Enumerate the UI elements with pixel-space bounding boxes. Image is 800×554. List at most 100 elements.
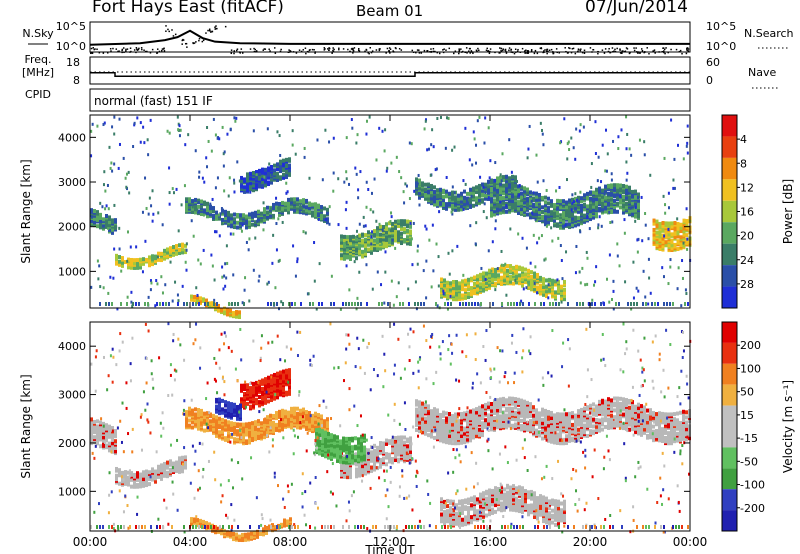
power-noise-echo — [540, 234, 543, 238]
nsky-point — [364, 50, 366, 53]
power-noise-echo — [410, 237, 413, 241]
nsky-point — [263, 48, 266, 50]
power-noise-echo — [536, 180, 539, 184]
power-noise-echo — [681, 259, 684, 263]
power-noise-echo — [664, 211, 667, 215]
power-echo-cell — [273, 163, 276, 168]
power-noise-echo — [609, 220, 612, 224]
cpid-frame — [89, 88, 691, 112]
velocity-echo-cell — [166, 470, 169, 475]
power-echo-cell — [565, 209, 568, 214]
power-noise-echo — [345, 264, 348, 268]
velocity-echo-cell — [224, 413, 227, 418]
power-noise-echo — [627, 191, 630, 195]
power-echo-cell — [535, 191, 538, 196]
power-noise-echo — [574, 271, 577, 275]
power-noise-echo — [147, 212, 150, 216]
velocity-echo-cell — [240, 388, 243, 393]
power-echo-cell — [526, 196, 529, 201]
power-noise-echo — [308, 176, 311, 180]
power-noise-echo — [648, 276, 651, 280]
power-echo-cell — [406, 219, 409, 224]
power-clutter-cell — [603, 302, 605, 306]
power-clutter-cell — [435, 302, 437, 306]
nsky-point — [592, 49, 595, 51]
power-echo-cell — [592, 201, 595, 206]
power-echo-cell — [524, 272, 527, 277]
power-clutter-cell — [423, 302, 425, 306]
power-noise-echo — [608, 210, 611, 214]
velocity-echo-cell — [166, 460, 169, 465]
power-echo-cell — [403, 219, 406, 224]
power-noise-echo — [603, 192, 606, 196]
power-noise-echo — [152, 212, 155, 216]
power-echo-cell — [249, 184, 252, 189]
velocity-echo-cell — [305, 410, 308, 415]
nsky-point — [156, 52, 158, 55]
velocity-echo-cell — [108, 441, 111, 446]
power-noise-echo — [542, 143, 545, 147]
power-echo-cell — [267, 166, 270, 171]
power-clutter-cell — [267, 302, 269, 306]
power-echo-cell — [655, 230, 659, 235]
velocity-echo-cell — [212, 427, 215, 432]
nsky-point — [268, 48, 270, 51]
power-echo-cell — [520, 185, 523, 190]
nsky-point — [280, 48, 282, 51]
power-noise-echo — [637, 237, 640, 241]
power-noise-echo — [203, 180, 206, 184]
nsky-point — [181, 43, 183, 45]
velocity-echo-cell — [258, 400, 261, 405]
velocity-echo-cell — [336, 455, 339, 460]
power-noise-echo — [518, 193, 521, 197]
nsky-point — [167, 28, 169, 31]
power-echo-cell — [157, 257, 160, 262]
power-echo-cell — [553, 213, 556, 218]
power-noise-echo — [133, 121, 136, 125]
power-echo-cell — [529, 190, 532, 195]
velocity-echo-cell — [239, 413, 242, 418]
power-echo-cell — [502, 178, 505, 183]
power-noise-echo — [355, 307, 358, 311]
nsky-point — [542, 51, 544, 54]
power-noise-echo — [667, 191, 670, 195]
power-echo-cell — [181, 242, 184, 247]
nsky-point — [505, 52, 508, 54]
power-clutter-cell — [543, 302, 545, 306]
power-echo-cell — [293, 208, 296, 213]
nsky-point — [314, 52, 316, 54]
power-noise-echo — [240, 229, 243, 233]
velocity-echo-cell — [197, 421, 200, 426]
power-noise-echo — [418, 182, 421, 186]
power-echo-cell — [232, 311, 235, 316]
power-clutter-cell — [666, 302, 668, 306]
power-clutter-cell — [294, 302, 296, 306]
power-echo-cell — [340, 243, 343, 248]
power-echo-cell — [267, 175, 270, 180]
nsky-point — [524, 52, 526, 54]
nsky-point — [510, 51, 512, 53]
power-echo-cell — [628, 188, 631, 193]
power-echo-cell — [604, 195, 607, 200]
power-noise-echo — [597, 226, 600, 230]
nsky-point — [136, 49, 139, 51]
nsky-point — [269, 50, 271, 52]
power-echo-cell — [130, 257, 133, 262]
velocity-echo-cell — [394, 454, 397, 459]
velocity-echo-cell — [148, 475, 151, 480]
power-noise-echo — [647, 302, 650, 306]
velocity-echo-cell — [370, 468, 373, 473]
power-noise-echo — [435, 242, 438, 246]
power-clutter-cell — [345, 302, 347, 306]
nsky-point — [544, 49, 546, 51]
nsky-point — [574, 52, 577, 55]
power-noise-echo — [632, 296, 635, 300]
velocity-echo-cell — [287, 420, 290, 425]
power-noise-echo — [586, 282, 589, 286]
velocity-echo-cell — [218, 416, 221, 421]
power-echo-cell — [539, 286, 542, 291]
power-echo-cell — [664, 240, 668, 245]
power-noise-echo — [213, 230, 216, 234]
nsky-point — [458, 48, 460, 50]
nsky-point — [249, 48, 252, 50]
